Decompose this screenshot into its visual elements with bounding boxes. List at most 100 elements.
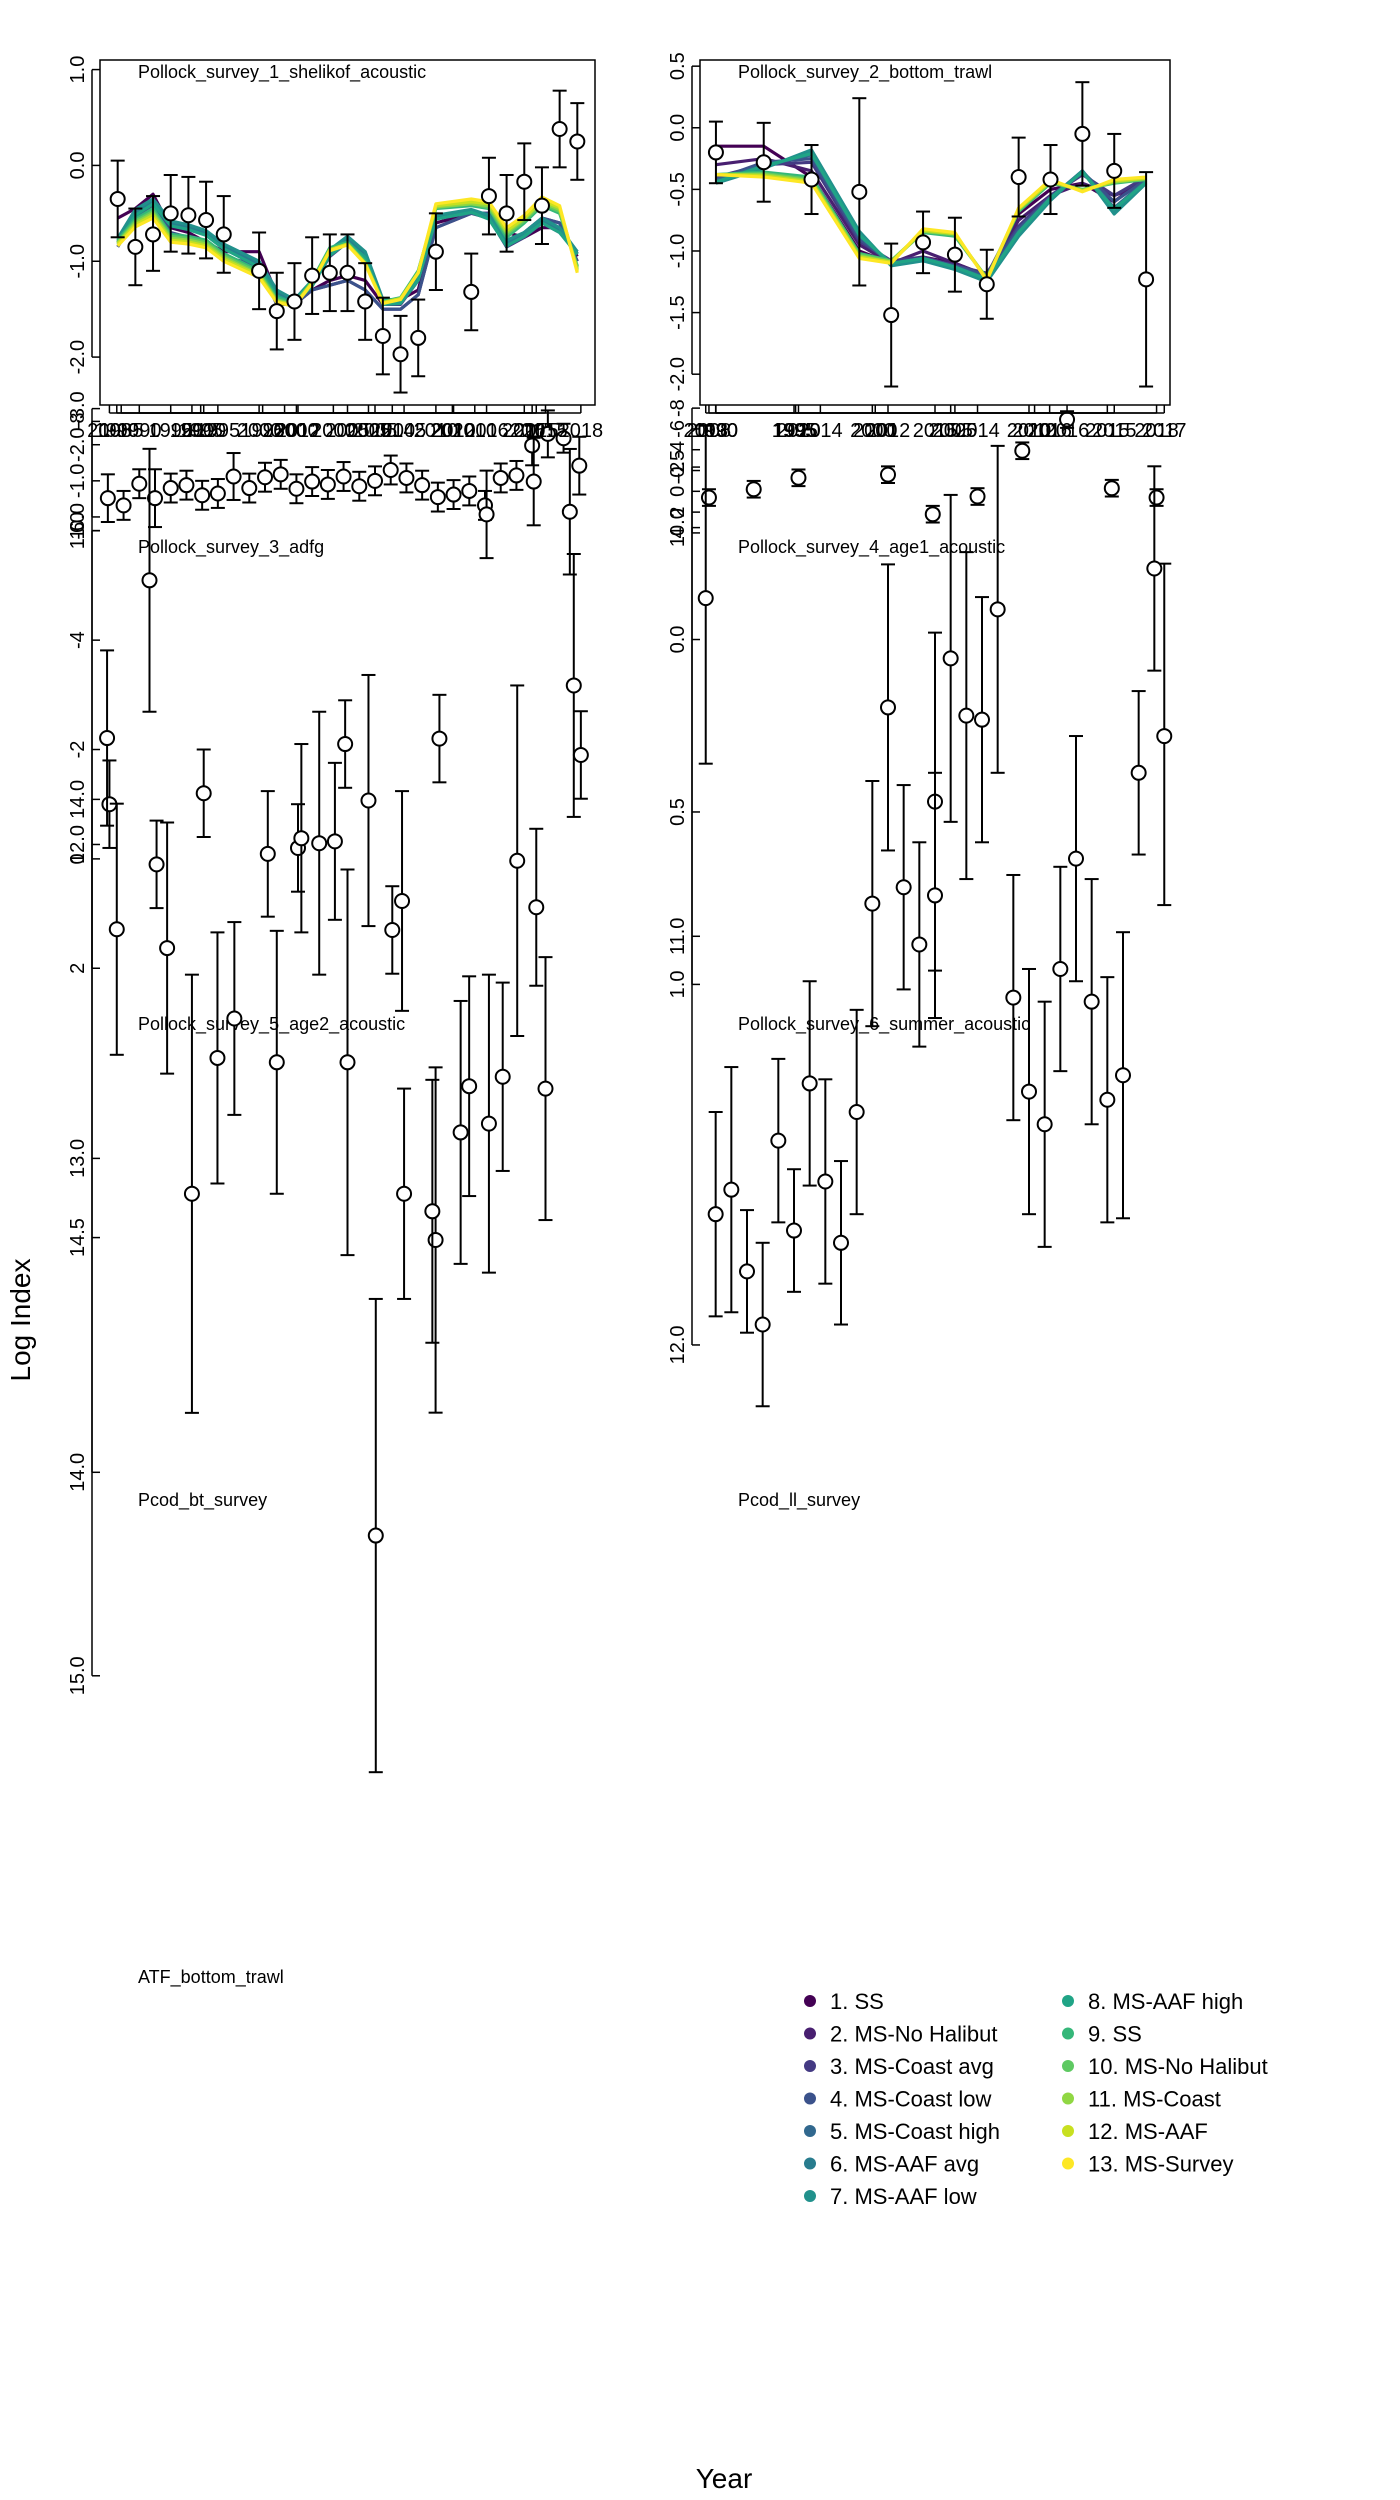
x-tick-label: 2012: [866, 420, 911, 442]
observed-point: [1156, 728, 1173, 745]
observed-point: [108, 921, 125, 938]
y-tick-label: -2: [667, 462, 689, 480]
y-tick-label: -8: [67, 413, 89, 431]
legend-marker: [1062, 2157, 1074, 2170]
observed-point: [1052, 960, 1069, 977]
observed-point: [697, 590, 714, 607]
panel-8: Pcod_ll_survey 1990 1995 2000 2005 2010 2015 10…: [667, 405, 1163, 1511]
legend-label: 13. MS-Survey: [1088, 2152, 1234, 2177]
legend-marker: [1062, 2060, 1074, 2072]
observed-point: [180, 207, 197, 224]
observed-point: [461, 1078, 478, 1095]
observed-point: [1083, 993, 1100, 1010]
x-tick-label: 2016: [464, 420, 509, 442]
observed-point: [452, 1124, 469, 1141]
observed-point: [394, 892, 411, 909]
observed-point: [1074, 125, 1091, 142]
observed-point: [498, 205, 515, 222]
observed-point: [225, 468, 242, 485]
observed-point: [351, 478, 368, 495]
observed-point: [786, 1222, 802, 1239]
observed-point: [198, 212, 215, 229]
observed-point: [162, 205, 179, 222]
observed-point: [319, 476, 336, 493]
observed-point: [367, 1527, 384, 1544]
observed-point: [803, 171, 820, 188]
x-tick-label: 2016: [1045, 420, 1090, 442]
observed-point: [367, 472, 383, 489]
series-line: [107, 782, 574, 1036]
y-tick-label: 0.0: [67, 152, 89, 180]
x-tick-label: 2017: [1142, 420, 1187, 442]
observed-point: [241, 480, 258, 497]
observed-point: [851, 183, 868, 200]
observed-point: [565, 677, 582, 694]
x-tick-label: 1990: [170, 420, 215, 442]
observed-point: [571, 457, 588, 474]
observed-point: [700, 489, 717, 506]
observed-point: [396, 1185, 413, 1202]
x-tick-label: 2014: [798, 420, 843, 442]
y-tick-label: -4: [67, 631, 89, 649]
legend-marker: [1062, 2125, 1074, 2137]
panel-title: ATF_bottom_trawl: [138, 1967, 284, 1988]
x-tick-label: 2005: [346, 420, 391, 442]
x-tick-label: 1995: [772, 420, 817, 442]
observed-point: [115, 497, 132, 514]
observed-point: [911, 936, 928, 953]
x-tick-label: 2005: [382, 420, 427, 442]
legend-marker: [804, 2092, 816, 2105]
observed-point: [109, 190, 126, 207]
x-axis-title: Year: [696, 2463, 753, 2494]
observed-point: [195, 785, 212, 802]
observed-point: [398, 469, 415, 486]
observed-point: [304, 267, 321, 284]
y-tick-label: 0.5: [667, 52, 689, 80]
x-tick-label: 2010: [1012, 420, 1057, 442]
x-tick-label: 2010: [430, 420, 475, 442]
y-tick-label: -1.0: [67, 464, 89, 498]
observed-point: [528, 899, 545, 916]
y-tick-label: -2.0: [667, 357, 689, 391]
observed-point: [99, 730, 116, 747]
observed-point: [431, 730, 448, 747]
y-tick-label: 15.0: [67, 1656, 89, 1695]
x-tick-label: 2005: [928, 420, 973, 442]
x-tick-label: 2018: [1134, 420, 1179, 442]
y-tick-label: 12.0: [667, 1325, 689, 1364]
observed-point: [480, 188, 497, 205]
observed-point: [551, 121, 568, 137]
observed-point: [927, 887, 943, 904]
series-line: [107, 756, 574, 1185]
x-tick-label: 1990: [95, 420, 140, 442]
observed-point: [339, 264, 356, 281]
y-tick-label: 10.0: [667, 508, 689, 547]
panel-title: Pcod_ll_survey: [738, 1490, 860, 1511]
observed-point: [754, 1316, 771, 1333]
y-tick-label: 2: [67, 963, 89, 974]
observed-point: [427, 1232, 444, 1249]
observed-point: [427, 243, 444, 260]
y-tick-label: -1.5: [667, 295, 689, 329]
y-tick-label: 13.0: [67, 1139, 89, 1178]
observed-point: [509, 852, 526, 869]
observed-point: [739, 1263, 755, 1280]
observed-point: [790, 469, 807, 486]
y-tick-label: -0.5: [667, 172, 689, 206]
legend-marker: [1062, 2027, 1074, 2040]
observed-point: [1106, 162, 1123, 179]
y-tick-label: -2.0: [67, 427, 89, 461]
observed-point: [723, 1181, 740, 1198]
x-tick-label: 2005: [325, 420, 370, 442]
observed-point: [251, 262, 268, 279]
y-tick-label: 2: [667, 507, 689, 518]
y-tick-label: -8: [667, 399, 689, 417]
legend-label: 4. MS-Coast low: [830, 2087, 991, 2112]
x-tick-label: 2010: [431, 420, 476, 442]
observed-point: [942, 650, 959, 667]
observed-point: [1068, 850, 1084, 867]
y-tick-label: 11.0: [667, 918, 689, 955]
legend-label: 12. MS-AAF: [1088, 2119, 1208, 2144]
